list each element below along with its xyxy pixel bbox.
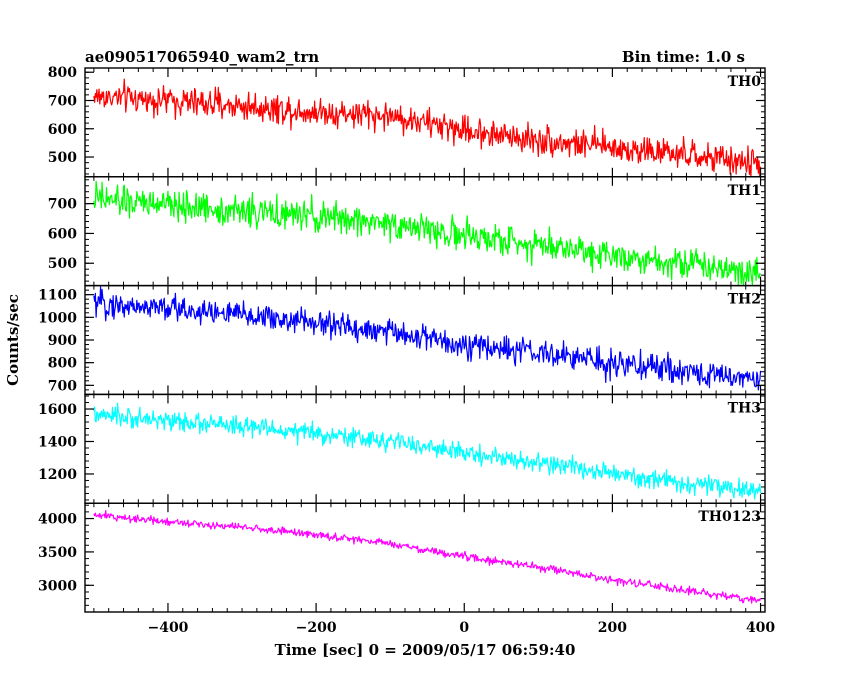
x-tick-label: −200: [296, 620, 337, 636]
series-line-th0123: [93, 510, 762, 604]
y-tick-label: 800: [48, 65, 77, 81]
series-line-th3: [93, 402, 762, 500]
y-tick-label: 1100: [38, 288, 77, 304]
x-axis: −400 −200 0 200 400: [147, 620, 775, 636]
panel-th0123: 3000 3500 4000 TH0123: [38, 502, 766, 613]
x-tick-label: 200: [598, 620, 627, 636]
panel-th1: 500 600 700 TH1: [48, 176, 766, 287]
panel-frame: [84, 67, 766, 178]
plot-title: ae090517065940_wam2_trn: [85, 48, 319, 66]
panel-th0: 500 600 700 800 TH0: [48, 65, 766, 178]
y-tick-label: 900: [48, 333, 77, 349]
panel-label: TH3: [728, 400, 761, 416]
bin-time-label: Bin time: 1.0 s: [622, 48, 745, 66]
x-tick-label: 0: [459, 620, 469, 636]
series-line-th1: [93, 180, 762, 286]
y-tick-label: 1000: [38, 310, 77, 326]
x-axis-label: Time [sec] 0 = 2009/05/17 06:59:40: [275, 641, 576, 659]
panel-th3: 1200 1400 1600 TH3: [38, 393, 766, 504]
panel-label: TH0123: [698, 509, 761, 525]
panel-th2: 700 800 900 1000 1100 TH2: [38, 284, 766, 396]
panel-label: TH2: [728, 292, 761, 308]
y-tick-label: 1400: [38, 434, 77, 450]
y-tick-label: 3500: [38, 545, 77, 561]
panel-stack: 500 600 700 800 TH0 500 600 700 TH1 700 800 900 1000…: [38, 65, 766, 613]
y-tick-label: 700: [48, 197, 77, 213]
y-axis-label: Counts/sec: [4, 294, 22, 386]
y-tick-label: 800: [48, 356, 77, 372]
panel-frame: [84, 284, 766, 396]
y-tick-label: 500: [48, 256, 77, 272]
panel-label: TH0: [728, 74, 762, 90]
y-tick-label: 700: [48, 93, 77, 109]
y-tick-label: 600: [48, 122, 77, 138]
y-tick-label: 500: [48, 150, 77, 166]
y-tick-label: 600: [48, 226, 77, 242]
y-tick-label: 700: [48, 378, 77, 394]
y-tick-label: 1200: [38, 467, 77, 483]
panel-frame: [84, 502, 766, 613]
series-line-th2: [93, 286, 762, 391]
x-tick-label: −400: [147, 620, 188, 636]
y-tick-label: 4000: [38, 512, 77, 528]
panel-label: TH1: [728, 183, 761, 199]
x-tick-label: 400: [746, 620, 775, 636]
y-tick-label: 3000: [38, 578, 77, 594]
series-line-th0: [93, 78, 762, 177]
y-tick-label: 1600: [38, 402, 77, 418]
